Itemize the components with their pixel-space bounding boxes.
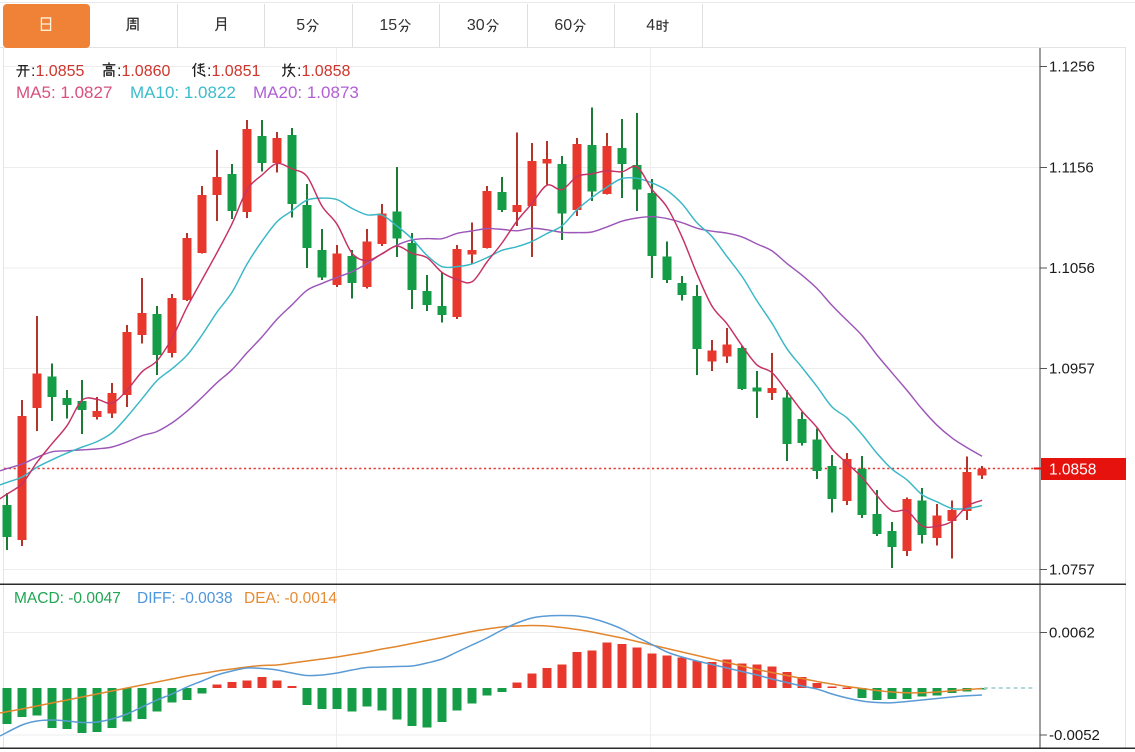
svg-text:-0.0052: -0.0052 [1049,727,1100,744]
svg-text:1.0858: 1.0858 [1049,462,1096,479]
svg-text:1.1256: 1.1256 [1049,59,1095,76]
svg-text:1.1056: 1.1056 [1049,260,1095,277]
svg-text:1.1156: 1.1156 [1049,160,1094,177]
svg-text:0.0062: 0.0062 [1049,625,1095,642]
svg-text:1.0757: 1.0757 [1049,562,1095,579]
svg-text:1.0957: 1.0957 [1049,361,1095,378]
